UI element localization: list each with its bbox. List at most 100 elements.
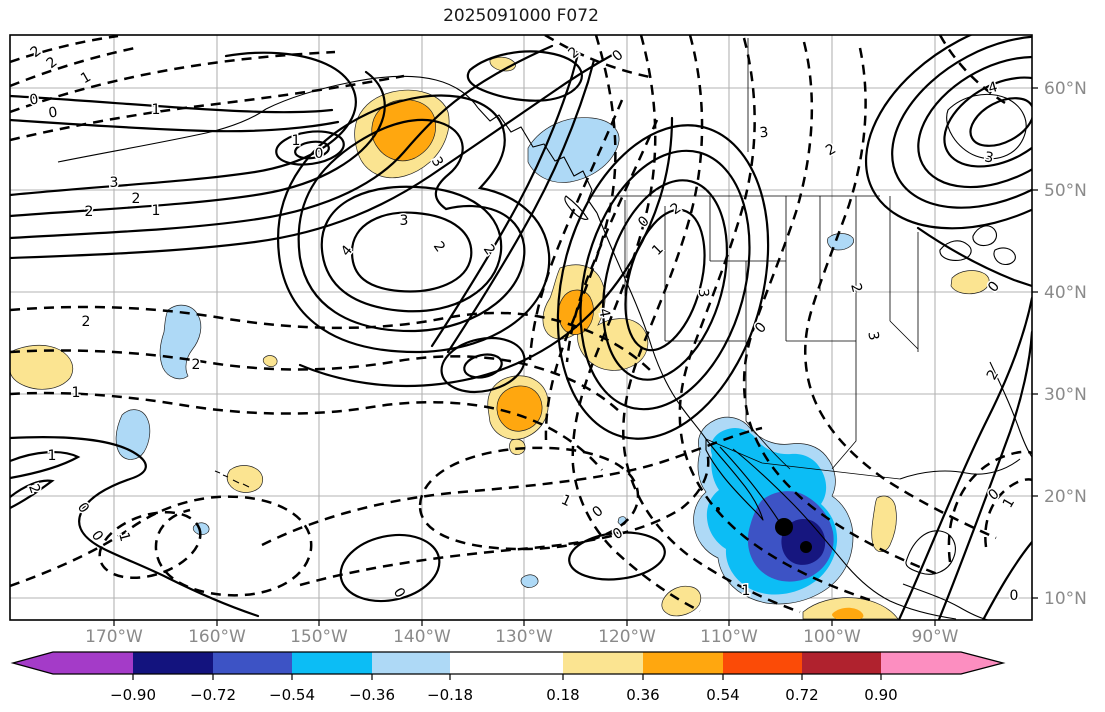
lon-tick-labels: 170°W 160°W 150°W 140°W 130°W 120°W 110°… bbox=[85, 627, 959, 647]
solid-contour bbox=[10, 479, 55, 510]
colorbar-tick-label: −0.72 bbox=[190, 686, 236, 704]
lat-ticks bbox=[1032, 87, 1038, 599]
coast-yucatan bbox=[905, 530, 956, 575]
colorbar-tick-label: 0.72 bbox=[785, 686, 818, 704]
contour-label: 0 bbox=[1010, 588, 1019, 604]
colorbar-segment bbox=[133, 652, 213, 674]
solid-contour bbox=[601, 179, 729, 381]
colorbar-segment bbox=[643, 652, 723, 674]
solid-contour bbox=[891, 35, 1032, 209]
shade-bottom-yellow-1 bbox=[661, 585, 702, 617]
coast-florida bbox=[989, 361, 1032, 458]
colorbar-outline bbox=[10, 651, 1006, 675]
lat-label: 20°N bbox=[1044, 487, 1087, 507]
solid-contour bbox=[275, 130, 345, 166]
border-canada-us bbox=[592, 38, 880, 197]
solid-contour bbox=[897, 296, 1032, 620]
storm-marker-dot bbox=[775, 518, 793, 536]
dashed-contour bbox=[571, 35, 701, 613]
shade-hawaii-yellow bbox=[226, 465, 263, 493]
lon-label: 170°W bbox=[85, 627, 143, 647]
dashed-contour bbox=[742, 41, 941, 577]
colorbar-ticks bbox=[132, 674, 882, 680]
solid-contour bbox=[297, 118, 526, 333]
colorbar-extend-right bbox=[881, 652, 1003, 674]
shade-campeche-yellow bbox=[871, 495, 897, 552]
lon-label: 100°W bbox=[803, 627, 861, 647]
dashed-contour bbox=[10, 50, 336, 114]
contour-label: 3 bbox=[983, 149, 995, 166]
lon-label: 120°W bbox=[598, 627, 656, 647]
colorbar-tick-label: 0.54 bbox=[706, 686, 739, 704]
colorbar-tick-label: −0.18 bbox=[427, 686, 473, 704]
dashed-contour bbox=[418, 446, 640, 551]
dashed-contour bbox=[98, 511, 202, 579]
contour-label: 2 bbox=[44, 54, 61, 72]
contour-label: 2 bbox=[28, 43, 45, 61]
dashed-contour bbox=[10, 495, 313, 597]
shade-bc-lightblue bbox=[527, 117, 620, 183]
colorbar-segment bbox=[213, 652, 292, 674]
solid-contour bbox=[864, 35, 1032, 230]
solid-contour bbox=[556, 124, 770, 440]
lon-ticks bbox=[113, 620, 936, 626]
lat-label: 60°N bbox=[1044, 79, 1087, 99]
coast-aleutians bbox=[57, 108, 267, 163]
axis-ticks bbox=[113, 87, 1038, 626]
solid-contour bbox=[624, 208, 706, 352]
solid-contour bbox=[320, 185, 503, 313]
contour-label: 0 bbox=[985, 278, 1003, 295]
contour-label: 3 bbox=[400, 213, 409, 229]
coastlines-and-borders bbox=[57, 38, 1032, 620]
contour-label: 1 bbox=[152, 102, 161, 118]
dashed-contour bbox=[622, 35, 801, 614]
shade-midpacific-orange bbox=[496, 385, 543, 432]
coast-vancouver-island bbox=[564, 195, 589, 220]
dashed-contour bbox=[947, 450, 1032, 563]
border-us-mexico bbox=[705, 438, 901, 480]
lat-label: 50°N bbox=[1044, 181, 1087, 201]
lon-label: 110°W bbox=[700, 627, 758, 647]
colorbar: −0.90 −0.72 −0.54 −0.36 −0.18 0.18 0.36 … bbox=[10, 651, 1006, 704]
contour-label: 0 bbox=[28, 91, 39, 108]
contour-label: 0 bbox=[589, 503, 606, 521]
solid-contour bbox=[917, 55, 1032, 189]
colorbar-segment bbox=[723, 652, 802, 674]
dashed-contour bbox=[804, 47, 997, 540]
shade-midwest-lightblue bbox=[827, 233, 854, 251]
solid-contour bbox=[463, 353, 503, 379]
contour-label: 1 bbox=[152, 203, 161, 219]
colorbar-tick-label: −0.90 bbox=[110, 686, 156, 704]
hudson-bay bbox=[946, 93, 1027, 160]
contour-label: 1 bbox=[649, 241, 667, 259]
contour-label: 2 bbox=[85, 204, 94, 220]
lon-label: 160°W bbox=[188, 627, 246, 647]
dashed-contour bbox=[261, 426, 763, 547]
contour-label: 3 bbox=[759, 125, 769, 142]
contour-label: 1 bbox=[742, 583, 751, 599]
lon-label: 150°W bbox=[290, 627, 348, 647]
contour-label: 1 bbox=[115, 531, 133, 544]
colorbar-extend-left bbox=[13, 652, 133, 674]
solid-contour bbox=[277, 94, 551, 354]
coast-mexico bbox=[732, 448, 957, 620]
contour-label: 0 bbox=[74, 500, 92, 516]
contour-label: 3 bbox=[864, 330, 881, 342]
contour-label: 3 bbox=[695, 288, 712, 298]
colorbar-tick-label: −0.36 bbox=[349, 686, 395, 704]
solid-contour bbox=[579, 149, 751, 411]
dashed-contour bbox=[528, 99, 624, 361]
contour-label: 1 bbox=[78, 69, 94, 87]
dashed-contour bbox=[10, 74, 405, 142]
coast-gulf-of-mexico bbox=[899, 458, 1021, 480]
solid-contour bbox=[10, 436, 260, 618]
great-lakes bbox=[939, 225, 1016, 265]
shade-leftedge-yellow bbox=[10, 344, 74, 390]
dashed-contour bbox=[299, 451, 710, 587]
solid-contour bbox=[10, 52, 616, 260]
storm-marker-dot bbox=[800, 541, 812, 553]
shade-midpacific-tail bbox=[509, 438, 526, 455]
colorbar-segment bbox=[563, 652, 643, 674]
shade-small-yellow bbox=[262, 355, 278, 367]
